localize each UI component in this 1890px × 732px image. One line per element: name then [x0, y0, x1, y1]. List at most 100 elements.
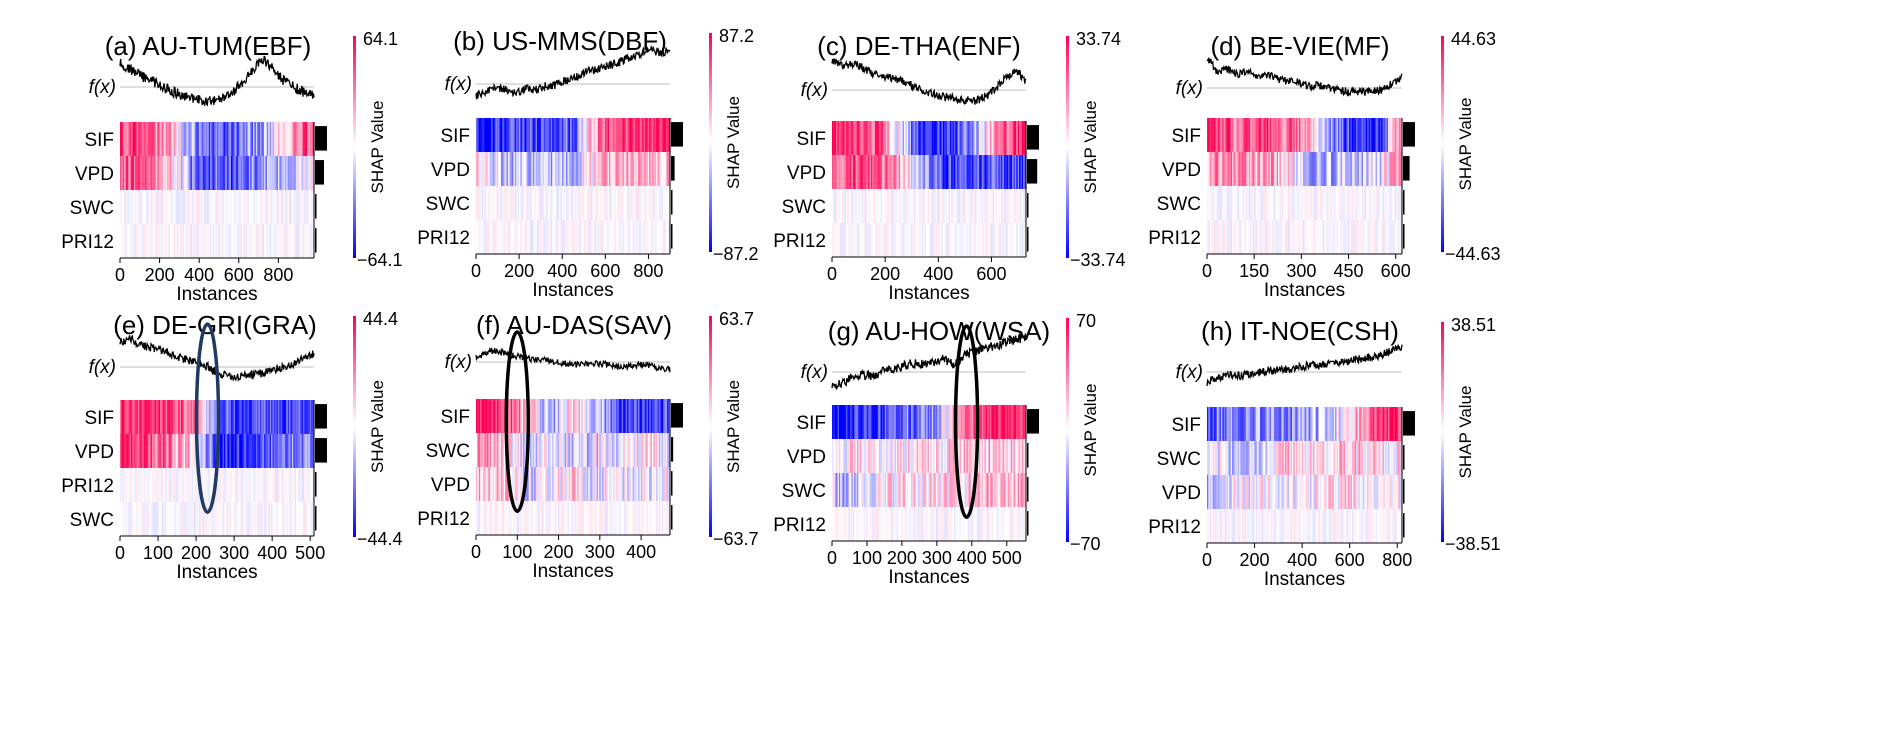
heatmap-cell: [609, 220, 612, 254]
heatmap-cell: [1246, 118, 1248, 152]
heatmap-cell: [179, 224, 182, 258]
heatmap-cell: [862, 473, 865, 507]
heatmap-cell: [920, 121, 923, 155]
heatmap-cell: [1220, 407, 1223, 441]
heatmap-cell: [579, 501, 582, 535]
heatmap-cell: [649, 399, 652, 433]
heatmap-cell: [872, 439, 875, 473]
heatmap-cell: [935, 405, 938, 439]
heatmap-cell: [503, 467, 506, 501]
heatmap-cell: [649, 118, 652, 152]
heatmap-cell: [629, 152, 632, 186]
heatmap-cell: [624, 433, 627, 467]
heatmap-cell: [539, 220, 542, 254]
heatmap-cell: [621, 220, 624, 254]
heatmap-cell: [261, 156, 264, 190]
heatmap-cell: [999, 223, 1002, 257]
heatmap-cell: [259, 224, 262, 258]
heatmap-cell: [226, 224, 229, 258]
heatmap-cell: [971, 189, 974, 223]
heatmap-cell: [248, 434, 251, 468]
heatmap-cell: [1347, 118, 1350, 152]
heatmap-cell: [880, 189, 883, 223]
heatmap-cell: [872, 405, 875, 439]
heatmap-cell: [1304, 475, 1307, 509]
heatmap-cell: [1233, 509, 1236, 543]
heatmap-cell: [1236, 220, 1239, 254]
heatmap-cell: [891, 189, 894, 223]
heatmap-cell: [149, 156, 152, 190]
heatmap-cell: [520, 501, 523, 535]
heatmap-cell: [1390, 220, 1393, 254]
heatmap-cell: [1244, 509, 1247, 543]
heatmap-cell: [171, 468, 174, 502]
heatmap-cell: [1244, 407, 1247, 441]
heatmap-cell: [1282, 509, 1285, 543]
heatmap-cell: [151, 502, 154, 536]
heatmap-cell: [142, 502, 145, 536]
heatmap-cell: [182, 434, 185, 468]
heatmap-cell: [951, 439, 954, 473]
heatmap-cell: [1020, 405, 1023, 439]
heatmap-cell: [129, 122, 132, 156]
heatmap-cell: [492, 118, 495, 152]
heatmap-cell: [897, 189, 900, 223]
heatmap-cell: [654, 467, 657, 501]
heatmap-cell: [1311, 118, 1314, 152]
heatmap-cell: [888, 473, 891, 507]
heatmap-cell: [261, 434, 264, 468]
heatmap-cell: [279, 156, 282, 190]
heatmap-cell: [1388, 407, 1391, 441]
heatmap-cell: [902, 473, 905, 507]
heatmap-cell: [1333, 220, 1336, 254]
heatmap-cell: [1297, 186, 1300, 220]
heatmap-cell: [960, 223, 963, 257]
heatmap-cell: [243, 400, 246, 434]
heatmap-cell: [948, 507, 951, 541]
x-tick-label: 0: [827, 548, 837, 568]
heatmap-cell: [1351, 220, 1354, 254]
heatmap-cell: [147, 190, 150, 224]
heatmap-cell: [286, 190, 289, 224]
heatmap-cell: [832, 155, 834, 189]
heatmap-cell: [1294, 152, 1297, 186]
heatmap-cell: [290, 502, 293, 536]
heatmap-cell: [568, 467, 571, 501]
heatmap-cell: [627, 118, 630, 152]
heatmap-cell: [523, 433, 526, 467]
heatmap-cell: [845, 223, 848, 257]
heatmap-cell: [219, 434, 222, 468]
heatmap-cell: [156, 224, 159, 258]
heatmap-cell: [1358, 407, 1361, 441]
heatmap-cell: [1273, 441, 1276, 475]
heatmap-cell: [481, 399, 484, 433]
heatmap-cell: [838, 405, 841, 439]
heatmap-cell: [552, 399, 555, 433]
heatmap-cell: [154, 156, 157, 190]
heatmap-cell: [1223, 118, 1226, 152]
heatmap-cell: [517, 220, 520, 254]
heatmap-cell: [618, 152, 621, 186]
heatmap-cell: [1393, 475, 1396, 509]
heatmap-cell: [269, 468, 272, 502]
heatmap-cell: [1383, 407, 1386, 441]
heatmap-cell: [891, 121, 894, 155]
heatmap-cell: [161, 434, 164, 468]
heatmap-cell: [667, 433, 670, 467]
heatmap-cell: [556, 433, 559, 467]
heatmap-cell: [1261, 509, 1264, 543]
heatmap-cell: [554, 467, 557, 501]
heatmap-cell: [1393, 441, 1396, 475]
heatmap-cell: [488, 220, 491, 254]
heatmap-cell: [966, 121, 969, 155]
heatmap-cell: [927, 473, 930, 507]
heatmap-cell: [517, 501, 520, 535]
heatmap-cell: [631, 433, 634, 467]
heatmap-cell: [661, 433, 664, 467]
heatmap-cell: [844, 189, 847, 223]
heatmap-cell: [1392, 441, 1395, 475]
heatmap-cell: [1399, 220, 1402, 254]
heatmap-cell: [1226, 118, 1229, 152]
heatmap-cell: [1233, 152, 1236, 186]
heatmap-cell: [272, 400, 275, 434]
